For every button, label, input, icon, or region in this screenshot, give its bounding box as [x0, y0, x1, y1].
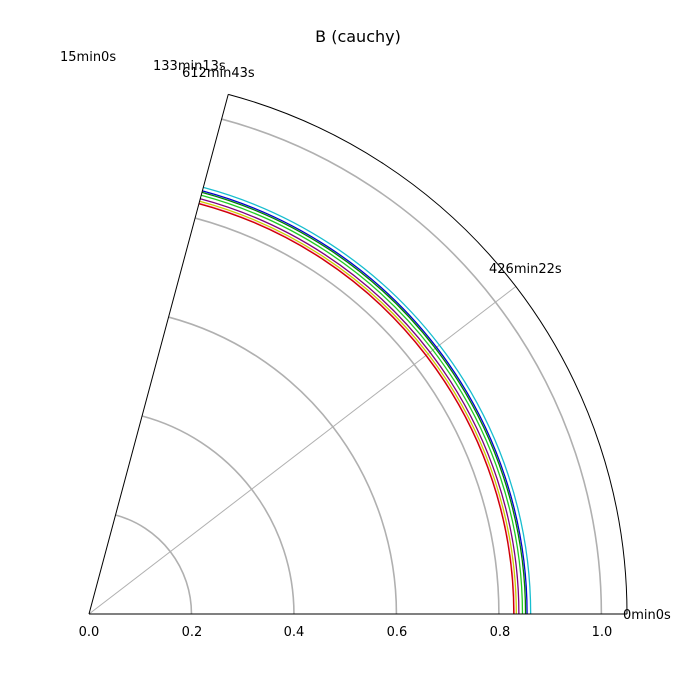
chart-title: B (cauchy) — [315, 27, 401, 46]
angular-tick-label: 133min13s — [153, 59, 226, 74]
frame-layer — [88, 93, 628, 615]
series-line — [200, 198, 520, 615]
radial-tick-label: 0.2 — [182, 625, 203, 640]
radial-tick-label: 0.4 — [284, 625, 305, 640]
series-line — [203, 186, 532, 615]
radial-tick-label: 0.0 — [79, 625, 100, 640]
angular-tick-label: 612min43s — [182, 66, 255, 81]
angular-tick-label: 0min0s — [623, 608, 671, 623]
radial-tick-label: 0.8 — [490, 625, 511, 640]
angular-gridline — [88, 286, 517, 615]
angular-tick-label: 426min22s — [489, 262, 562, 277]
axis-spine-end — [88, 94, 229, 615]
series-line — [198, 203, 515, 615]
series-line — [201, 194, 524, 615]
series-line — [202, 190, 528, 615]
series-layer — [198, 186, 532, 615]
radial-tick-label: 1.0 — [592, 625, 613, 640]
angular-tick-label: 15min0s — [60, 50, 116, 65]
grid-layer — [88, 118, 603, 615]
series-line — [201, 191, 527, 615]
series-line — [199, 200, 517, 615]
axis-outer-arc — [228, 93, 628, 615]
angular-tick-labels: 0min0s 426min22s 612min43s 133min13s 15m… — [60, 50, 671, 623]
radial-tick-labels: 0.0 0.2 0.4 0.6 0.8 1.0 — [79, 625, 613, 640]
radial-tick-label: 0.6 — [387, 625, 408, 640]
